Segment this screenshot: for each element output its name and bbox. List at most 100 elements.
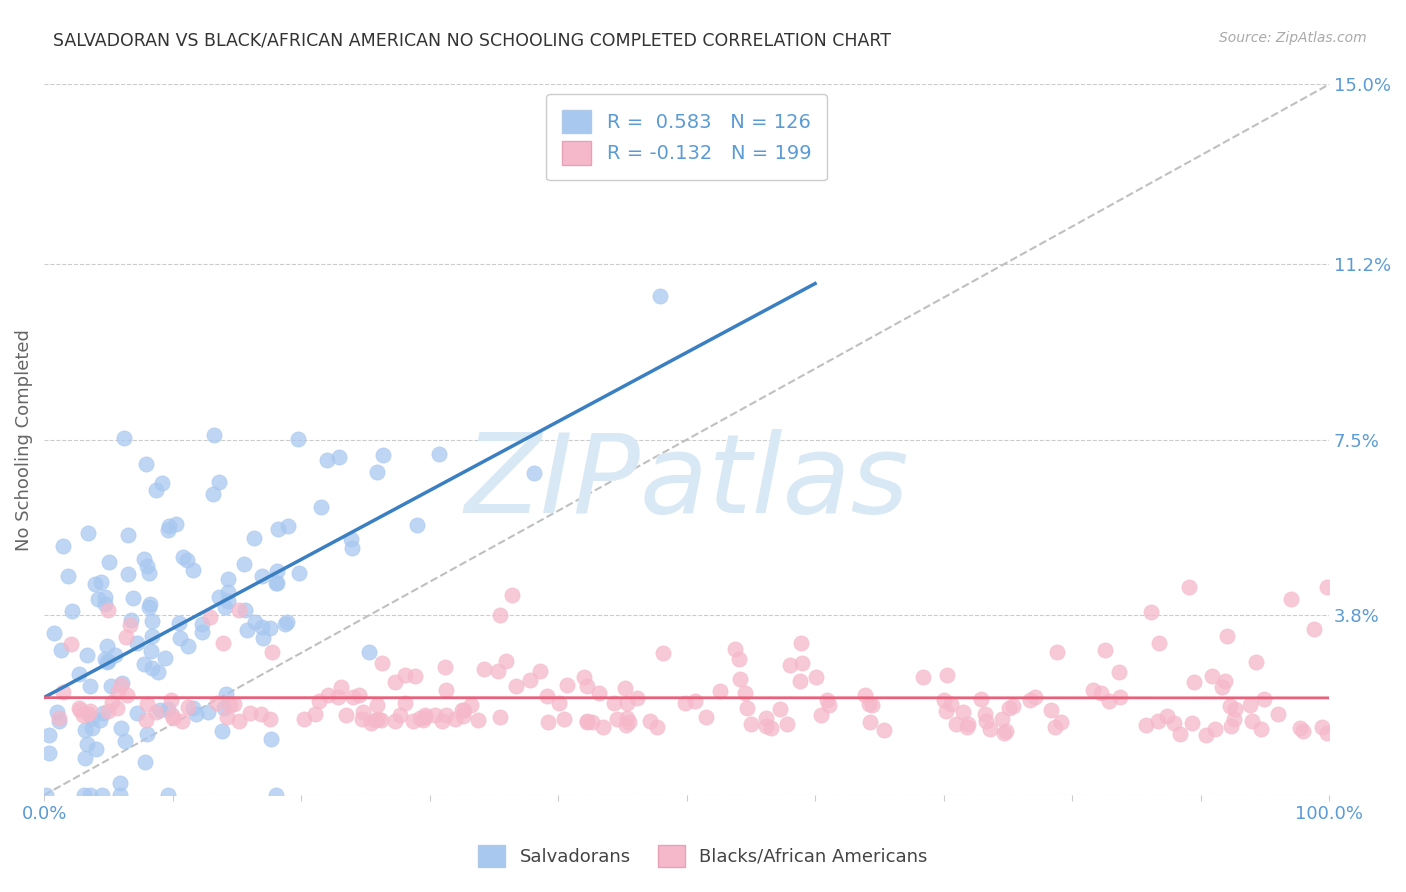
Point xyxy=(602,696,624,710)
Point xyxy=(366,465,388,479)
Point xyxy=(288,566,311,581)
Point xyxy=(42,625,65,640)
Point xyxy=(259,621,281,635)
Point xyxy=(1050,715,1073,730)
Point xyxy=(127,636,149,650)
Point xyxy=(100,679,122,693)
Point xyxy=(97,654,120,668)
Point xyxy=(184,707,207,722)
Point xyxy=(191,624,214,639)
Point xyxy=(957,716,980,731)
Point xyxy=(157,519,180,533)
Point xyxy=(616,697,638,711)
Point xyxy=(69,703,91,717)
Point xyxy=(162,711,184,725)
Point xyxy=(1039,703,1062,717)
Point xyxy=(735,700,758,714)
Point xyxy=(574,670,596,684)
Point xyxy=(90,788,112,802)
Point xyxy=(350,712,373,726)
Point xyxy=(122,591,145,605)
Point xyxy=(581,714,603,729)
Point xyxy=(316,688,339,702)
Point xyxy=(673,696,696,710)
Point xyxy=(1108,665,1130,680)
Point xyxy=(60,604,83,618)
Point xyxy=(80,710,103,724)
Point xyxy=(110,721,132,735)
Point xyxy=(201,487,224,501)
Point xyxy=(709,684,731,698)
Point xyxy=(1046,644,1069,658)
Point xyxy=(409,711,432,725)
Point xyxy=(167,615,190,630)
Point xyxy=(367,712,389,726)
Point xyxy=(181,563,204,577)
Point xyxy=(619,715,641,730)
Point xyxy=(638,714,661,728)
Point xyxy=(115,688,138,702)
Point xyxy=(575,714,598,729)
Point xyxy=(104,648,127,662)
Point xyxy=(1316,580,1339,594)
Point xyxy=(810,707,832,722)
Point xyxy=(614,718,637,732)
Point xyxy=(576,714,599,728)
Point xyxy=(1135,717,1157,731)
Point xyxy=(804,669,827,683)
Point xyxy=(146,665,169,679)
Point xyxy=(156,788,179,802)
Y-axis label: No Schooling Completed: No Schooling Completed xyxy=(15,329,32,550)
Point xyxy=(79,788,101,802)
Point xyxy=(139,597,162,611)
Point xyxy=(523,466,546,480)
Point xyxy=(111,676,134,690)
Point xyxy=(648,289,671,303)
Point xyxy=(80,721,103,735)
Point xyxy=(328,450,350,464)
Point xyxy=(77,707,100,722)
Point xyxy=(236,623,259,637)
Point xyxy=(138,600,160,615)
Point xyxy=(114,734,136,748)
Point xyxy=(1239,698,1261,712)
Point xyxy=(427,447,450,461)
Point xyxy=(177,699,200,714)
Point xyxy=(96,655,118,669)
Point xyxy=(974,714,997,729)
Point xyxy=(48,714,70,728)
Point xyxy=(172,714,194,729)
Point xyxy=(370,713,392,727)
Point xyxy=(974,707,997,722)
Point xyxy=(224,697,246,711)
Point xyxy=(315,453,337,467)
Point xyxy=(1292,724,1315,739)
Point xyxy=(434,682,457,697)
Point xyxy=(371,448,394,462)
Point xyxy=(276,615,298,629)
Point xyxy=(139,644,162,658)
Point xyxy=(340,541,363,555)
Point xyxy=(145,483,167,497)
Point xyxy=(423,707,446,722)
Point xyxy=(112,431,135,445)
Point xyxy=(1223,702,1246,716)
Point xyxy=(214,599,236,614)
Point xyxy=(1094,643,1116,657)
Point xyxy=(651,646,673,660)
Point xyxy=(51,643,73,657)
Point xyxy=(472,662,495,676)
Point xyxy=(495,654,517,668)
Point xyxy=(160,708,183,723)
Point xyxy=(134,657,156,671)
Legend: Salvadorans, Blacks/African Americans: Salvadorans, Blacks/African Americans xyxy=(471,838,935,874)
Point xyxy=(1201,669,1223,683)
Point xyxy=(1195,728,1218,742)
Point xyxy=(204,427,226,442)
Point xyxy=(588,685,610,699)
Point xyxy=(266,522,288,536)
Point xyxy=(1219,719,1241,733)
Text: Source: ZipAtlas.com: Source: ZipAtlas.com xyxy=(1219,31,1367,45)
Point xyxy=(97,704,120,718)
Point xyxy=(330,681,353,695)
